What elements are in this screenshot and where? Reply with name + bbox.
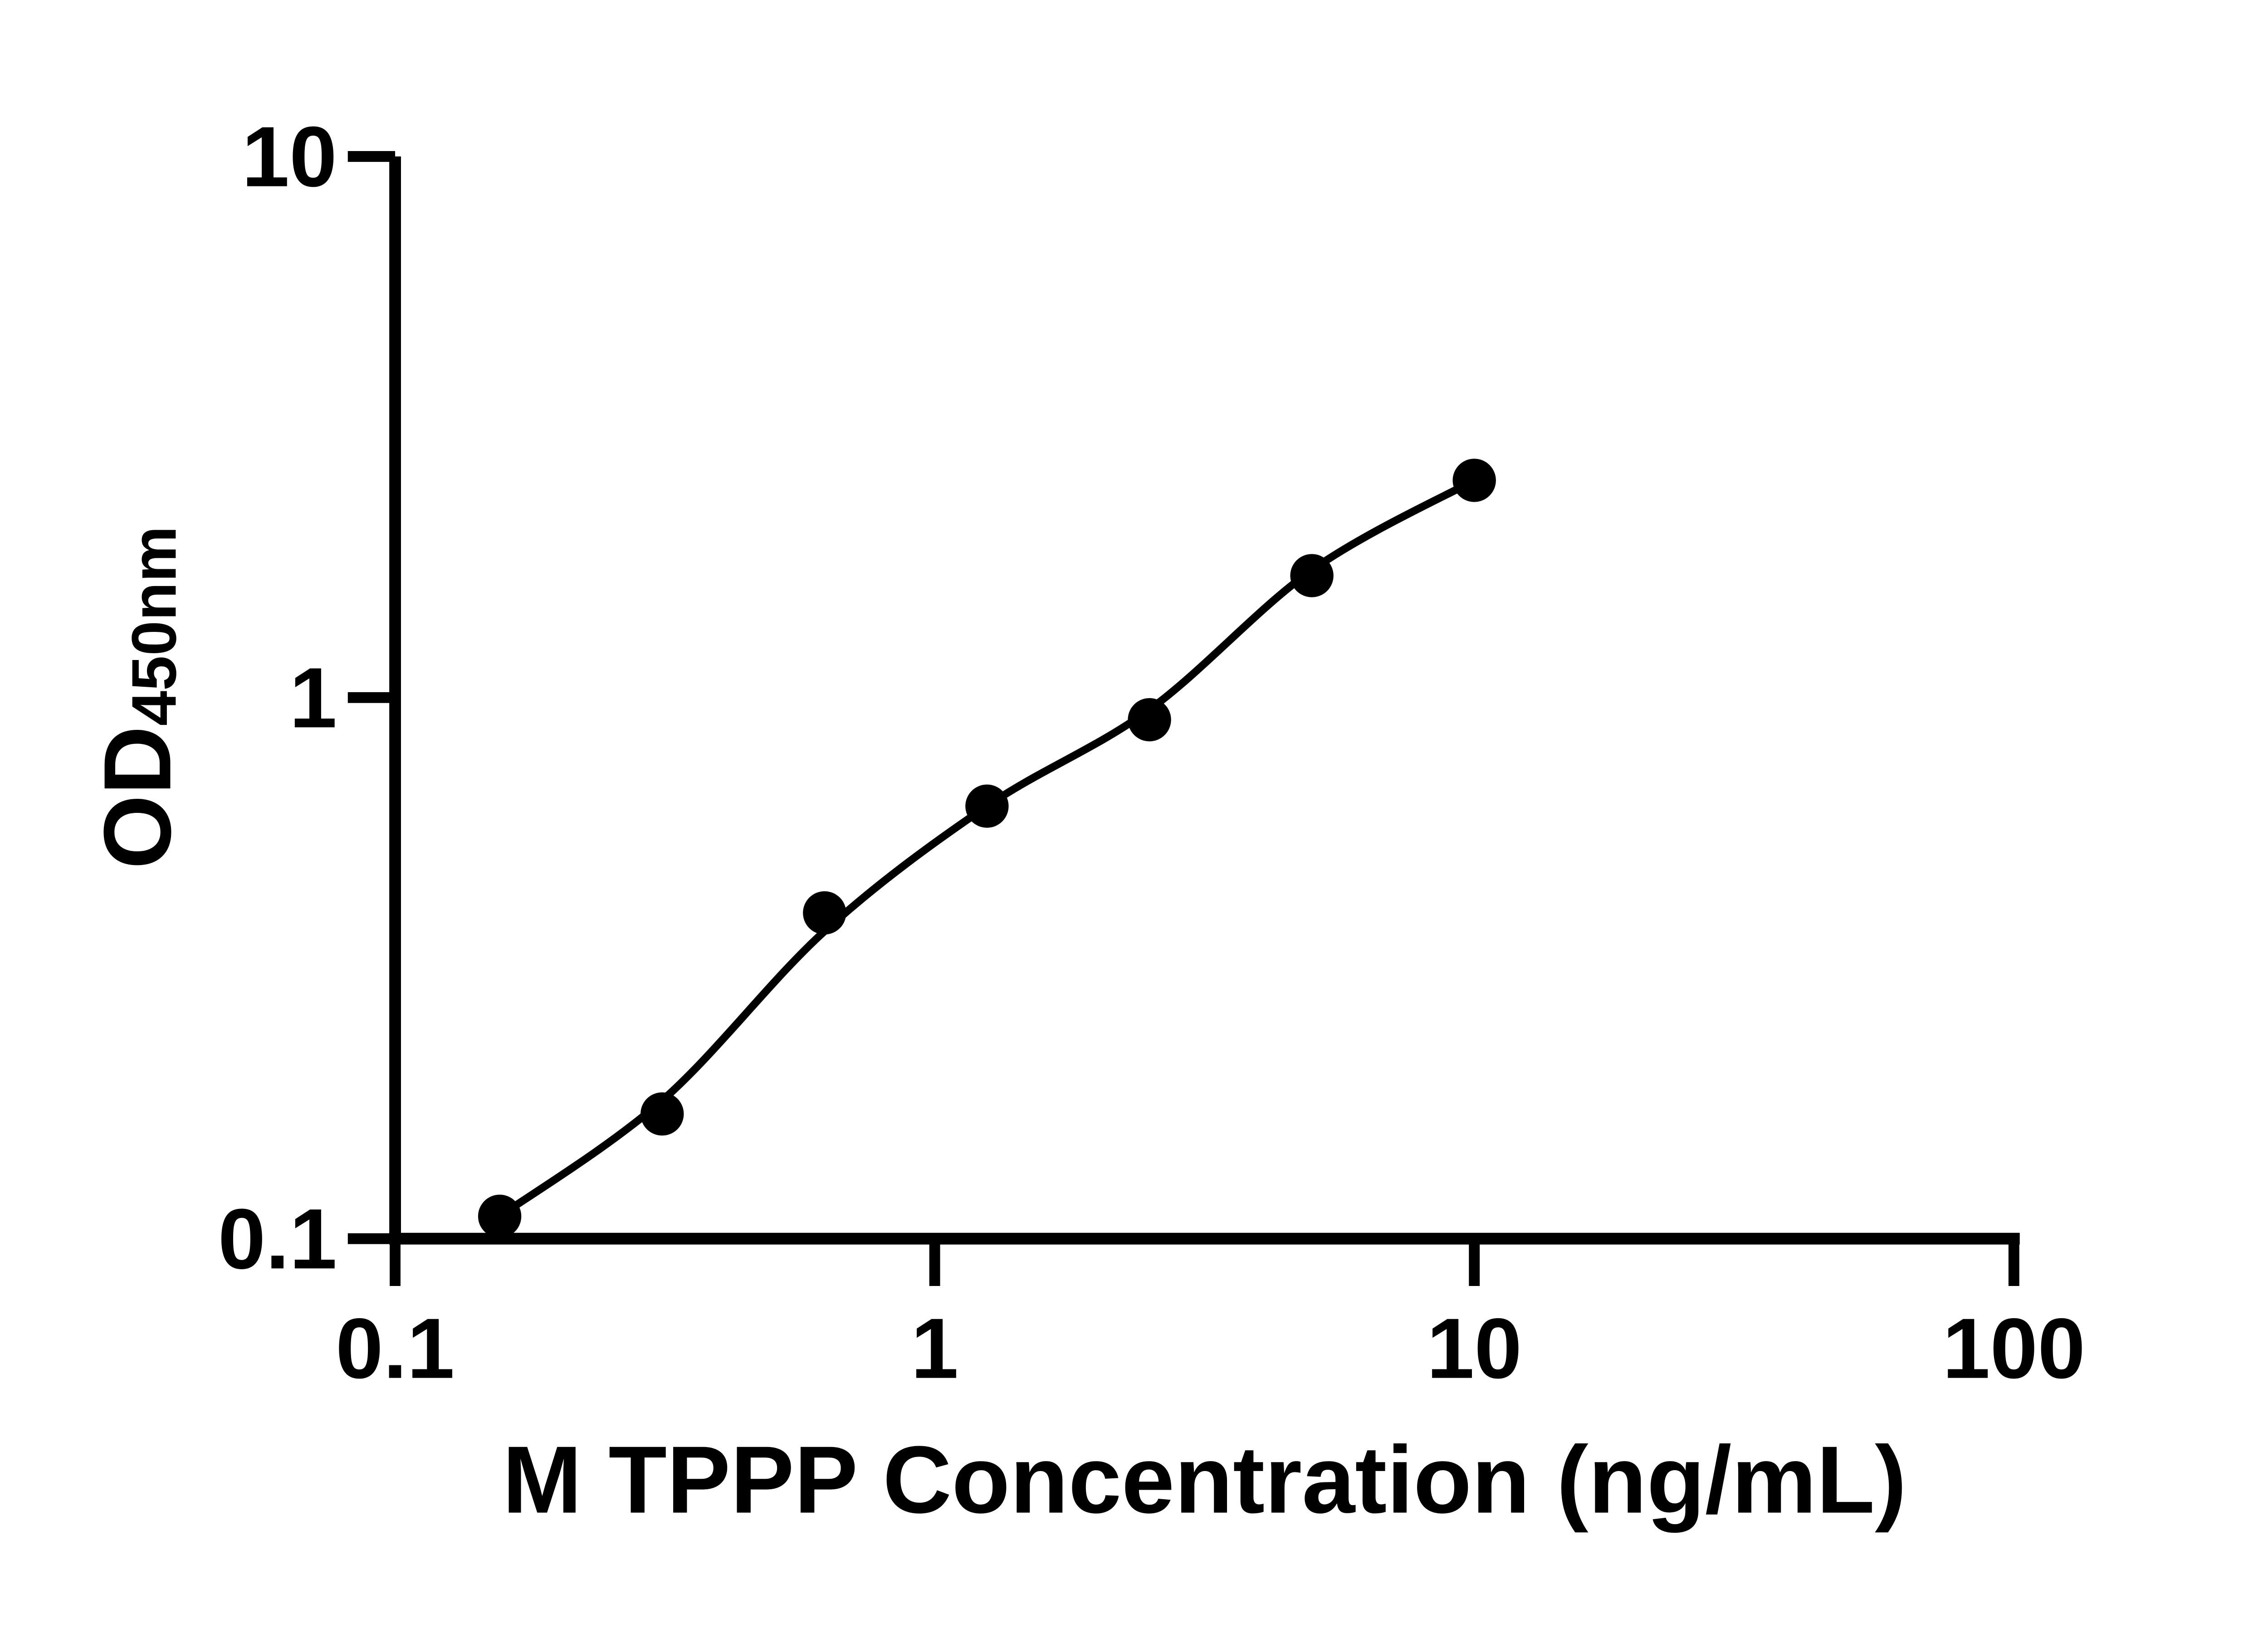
- x-tick-label-0.1: 0.1: [336, 1301, 455, 1396]
- tick-marks: [347, 151, 2019, 1286]
- x-tick-label-1: 1: [911, 1301, 958, 1396]
- data-point-4: [965, 784, 1009, 828]
- data-point-3: [803, 891, 846, 935]
- x-tick-label-10: 10: [1427, 1301, 1522, 1396]
- y-axis-title: OD450nm: [83, 526, 191, 869]
- y-tick-label-0.1: 0.1: [218, 1191, 337, 1286]
- y-axis-title-main: OD: [83, 726, 191, 869]
- x-axis-title: M TPPP Concentration (ng/mL): [503, 1426, 1907, 1533]
- x-tick-label-100: 100: [1942, 1301, 2085, 1396]
- data-point-6: [1290, 554, 1334, 597]
- tick-labels: 0.1 1 10 0.1 1 10 100: [218, 108, 2086, 1396]
- data-points-layer: [478, 459, 1496, 1238]
- data-point-5: [1128, 698, 1171, 742]
- chart-background: [0, 5, 2268, 1628]
- data-point-1: [478, 1194, 522, 1238]
- data-point-7: [1452, 459, 1496, 502]
- data-point-2: [640, 1092, 684, 1136]
- y-tick-label-1: 1: [289, 650, 337, 745]
- y-tick-label-10: 10: [242, 108, 337, 204]
- y-axis-title-subscript: 450nm: [119, 526, 189, 726]
